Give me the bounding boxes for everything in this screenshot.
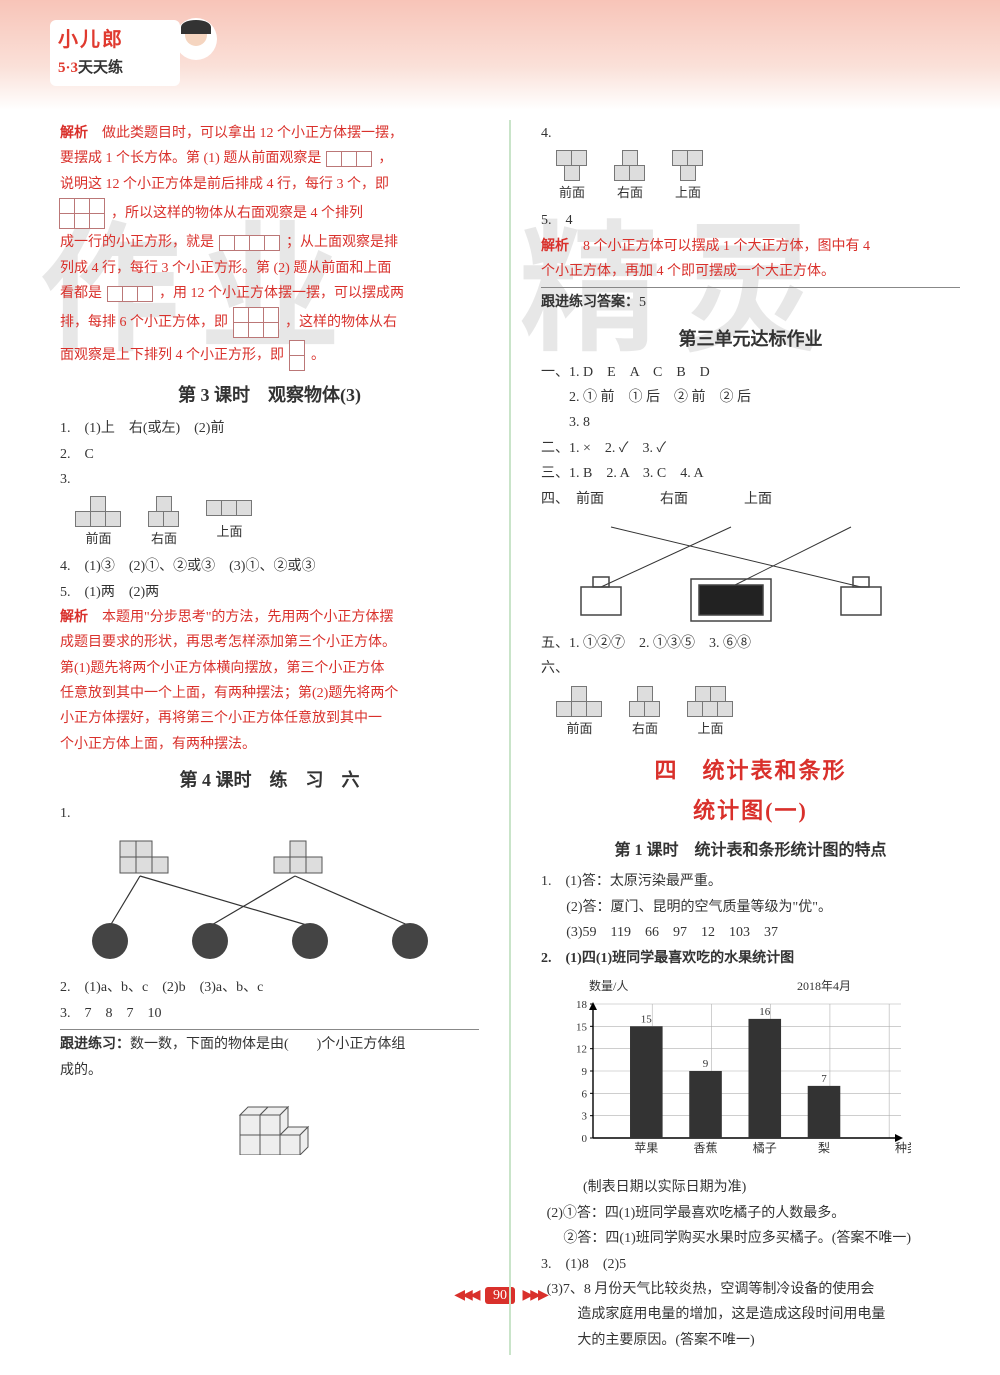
divider xyxy=(541,287,960,288)
unit4-title-a: 四 统计表和条形 xyxy=(541,753,960,788)
left-column: 解析 做此类题目时，可以拿出 12 个小正方体摆一摆， 要摆成 1 个长方体。第… xyxy=(60,120,479,1355)
q3: 3. xyxy=(60,469,479,491)
lesson1-title: 第 1 课时 统计表和条形统计图的特点 xyxy=(541,838,960,864)
unit4-title-b: 统计图(一) xyxy=(541,793,960,828)
analysis-line: 说明这 12 个小正方体是前后排成 4 行，每行 3 个，即 xyxy=(60,174,479,196)
analysis-line: 成一行的小正方形，就是 ；从上面观察是排 xyxy=(60,232,479,254)
l4-q1: 1. xyxy=(60,803,479,825)
u3-2: 二、1. × 2. ✓ 3. ✓ xyxy=(541,438,960,460)
analysis-line: 看都是 ，用 12 个小正方体摆一摆，可以摆成两 xyxy=(60,283,479,305)
c1-1b: (2)答：厦门、昆明的空气质量等级为"优"。 xyxy=(541,897,960,919)
c1-2c: ②答：四(1)班同学购买水果时应多买橘子。(答案不唯一) xyxy=(541,1228,960,1250)
u3-5: 五、1. ①②⑦ 2. ①③⑤ 3. ⑥⑧ xyxy=(541,633,960,655)
brand-subtitle: 5·3天天练 xyxy=(58,56,172,80)
analysis-line: 面观察是上下排列 4 个小正方形，即 。 xyxy=(60,341,479,371)
analysis-line: ，所以这样的物体从右面观察是 4 个排列 xyxy=(60,199,479,229)
analysis-2: 解析 本题用"分步思考"的方法，先用两个小正方体摆 xyxy=(60,607,479,629)
u3-3: 三、1. B 2. A 3. C 4. A xyxy=(541,463,960,485)
svg-text:种类: 种类 xyxy=(895,1141,911,1155)
content-region: 解析 做此类题目时，可以拿出 12 个小正方体摆一摆， 要摆成 1 个长方体。第… xyxy=(0,110,1000,1375)
q5: 5. (1)两 (2)两 xyxy=(60,582,479,604)
header-band: 小儿郎 5·3天天练 xyxy=(0,0,1000,110)
c1-1c: (3)59 119 66 97 12 103 37 xyxy=(541,922,960,944)
bar-chart: 数量/人 2018年4月 0 3 6 9 12 15 18 15 苹果 9 香蕉 16 橘子 7 梨 种类 xyxy=(551,976,960,1174)
column-separator xyxy=(509,120,511,1355)
analysis-1: 解析 做此类题目时，可以拿出 12 个小正方体摆一摆， xyxy=(60,123,479,145)
three-views: 前面 右面 上面 xyxy=(76,497,479,550)
lesson-3-title: 第 3 课时 观察物体(3) xyxy=(60,381,479,410)
svg-text:16: 16 xyxy=(759,1006,771,1018)
svg-text:香蕉: 香蕉 xyxy=(694,1141,718,1155)
view-front: 前面 xyxy=(557,151,587,204)
svg-text:15: 15 xyxy=(641,1013,653,1025)
view-front: 前面 xyxy=(76,497,121,550)
svg-text:0: 0 xyxy=(582,1133,588,1145)
svg-text:数量/人: 数量/人 xyxy=(589,978,628,993)
svg-text:7: 7 xyxy=(821,1073,827,1085)
r-q4: 4. xyxy=(541,123,960,145)
svg-text:苹果: 苹果 xyxy=(634,1141,658,1155)
c1-3d: 大的主要原因。(答案不唯一) xyxy=(541,1330,960,1352)
svg-text:梨: 梨 xyxy=(818,1141,830,1155)
svg-text:9: 9 xyxy=(703,1058,709,1070)
c1-3a: 3. (1)8 (2)5 xyxy=(541,1254,960,1276)
l4-q3: 3. 7 8 7 10 xyxy=(60,1003,479,1025)
divider xyxy=(60,1029,479,1030)
c1-2a: 2. (1)四(1)班同学最喜欢吃的水果统计图 xyxy=(541,948,960,970)
svg-text:6: 6 xyxy=(582,1088,588,1100)
u3-1: 一、1. D E A C B D xyxy=(541,362,960,384)
matching-diagram xyxy=(60,831,479,971)
svg-text:橘子: 橘子 xyxy=(753,1140,777,1155)
view-right: 右面 xyxy=(615,151,645,204)
analysis-line: 要摆成 1 个长方体。第 (1) 题从前面观察是 ， xyxy=(60,148,479,170)
cube-block-fig xyxy=(60,199,105,229)
cube-row-fig xyxy=(327,152,372,167)
svg-text:2018年4月: 2018年4月 xyxy=(797,979,851,993)
c1-3b: (3)7、8 月份天气比较炎热，空调等制冷设备的使用会 xyxy=(541,1279,960,1301)
lesson-4-title: 第 4 课时 练 习 六 xyxy=(60,766,479,795)
cube-fig xyxy=(60,1085,479,1163)
analysis-line: 排，每排 6 个小正方体，即 ，这样的物体从右 xyxy=(60,308,479,338)
followup-answer: 跟进练习答案：5 xyxy=(541,292,960,314)
three-views-u3: 前面 右面 上面 xyxy=(557,687,960,740)
followup-line2: 成的。 xyxy=(60,1060,479,1082)
analysis-3: 解析 8 个小正方体可以摆成 1 个大正方体，图中有 4 xyxy=(541,236,960,258)
q1: 1. (1)上 右(或左) (2)前 xyxy=(60,418,479,440)
three-views-r: 前面 右面 上面 xyxy=(557,151,960,204)
svg-text:9: 9 xyxy=(582,1066,588,1078)
avatar-icon xyxy=(175,18,217,60)
unit3-match xyxy=(541,517,960,627)
unit3-title: 第三单元达标作业 xyxy=(541,325,960,354)
right-column: 4. 前面 右面 上面 5. 4 解析 8 个小正方体可以摆成 1 个大正方体，… xyxy=(541,120,960,1355)
c1-1a: 1. (1)答：太原污染最严重。 xyxy=(541,871,960,893)
c1-2b: (2)①答：四(1)班同学最喜欢吃橘子的人数最多。 xyxy=(541,1203,960,1225)
svg-text:15: 15 xyxy=(576,1021,588,1033)
r-q5: 5. 4 xyxy=(541,210,960,232)
u3-6: 六、 xyxy=(541,658,960,680)
u3-4: 四、 前面 右面 上面 xyxy=(541,489,960,511)
brand-box: 小儿郎 5·3天天练 xyxy=(50,20,180,86)
q2: 2. C xyxy=(60,444,479,466)
svg-text:3: 3 xyxy=(582,1111,588,1123)
col2-fig xyxy=(290,341,305,371)
svg-text:12: 12 xyxy=(576,1044,587,1056)
row3-fig xyxy=(108,287,153,302)
c1-3c: 造成家庭用电量的增加，这是造成这段时间用电量 xyxy=(541,1304,960,1326)
svg-text:18: 18 xyxy=(576,999,588,1011)
brand-title: 小儿郎 xyxy=(58,24,172,56)
double-fig xyxy=(234,308,279,338)
row4-fig xyxy=(220,236,280,251)
view-top: 上面 xyxy=(673,151,703,204)
view-right: 右面 xyxy=(149,497,179,550)
u3-1c: 3. 8 xyxy=(541,412,960,434)
followup-line: 跟进练习：数一数，下面的物体是由( )个小正方体组 xyxy=(60,1034,479,1056)
q4: 4. (1)③ (2)①、②或③ (3)①、②或③ xyxy=(60,556,479,578)
u3-1b: 2. ① 前 ① 后 ② 前 ② 后 xyxy=(541,387,960,409)
chart-note: (制表日期以实际日期为准) xyxy=(541,1177,960,1199)
view-top: 上面 xyxy=(207,497,252,550)
analysis-line: 列成 4 行，每行 3 个小正方形。第 (2) 题从前面和上面 xyxy=(60,258,479,280)
l4-q2: 2. (1)a、b、c (2)b (3)a、b、c xyxy=(60,977,479,999)
